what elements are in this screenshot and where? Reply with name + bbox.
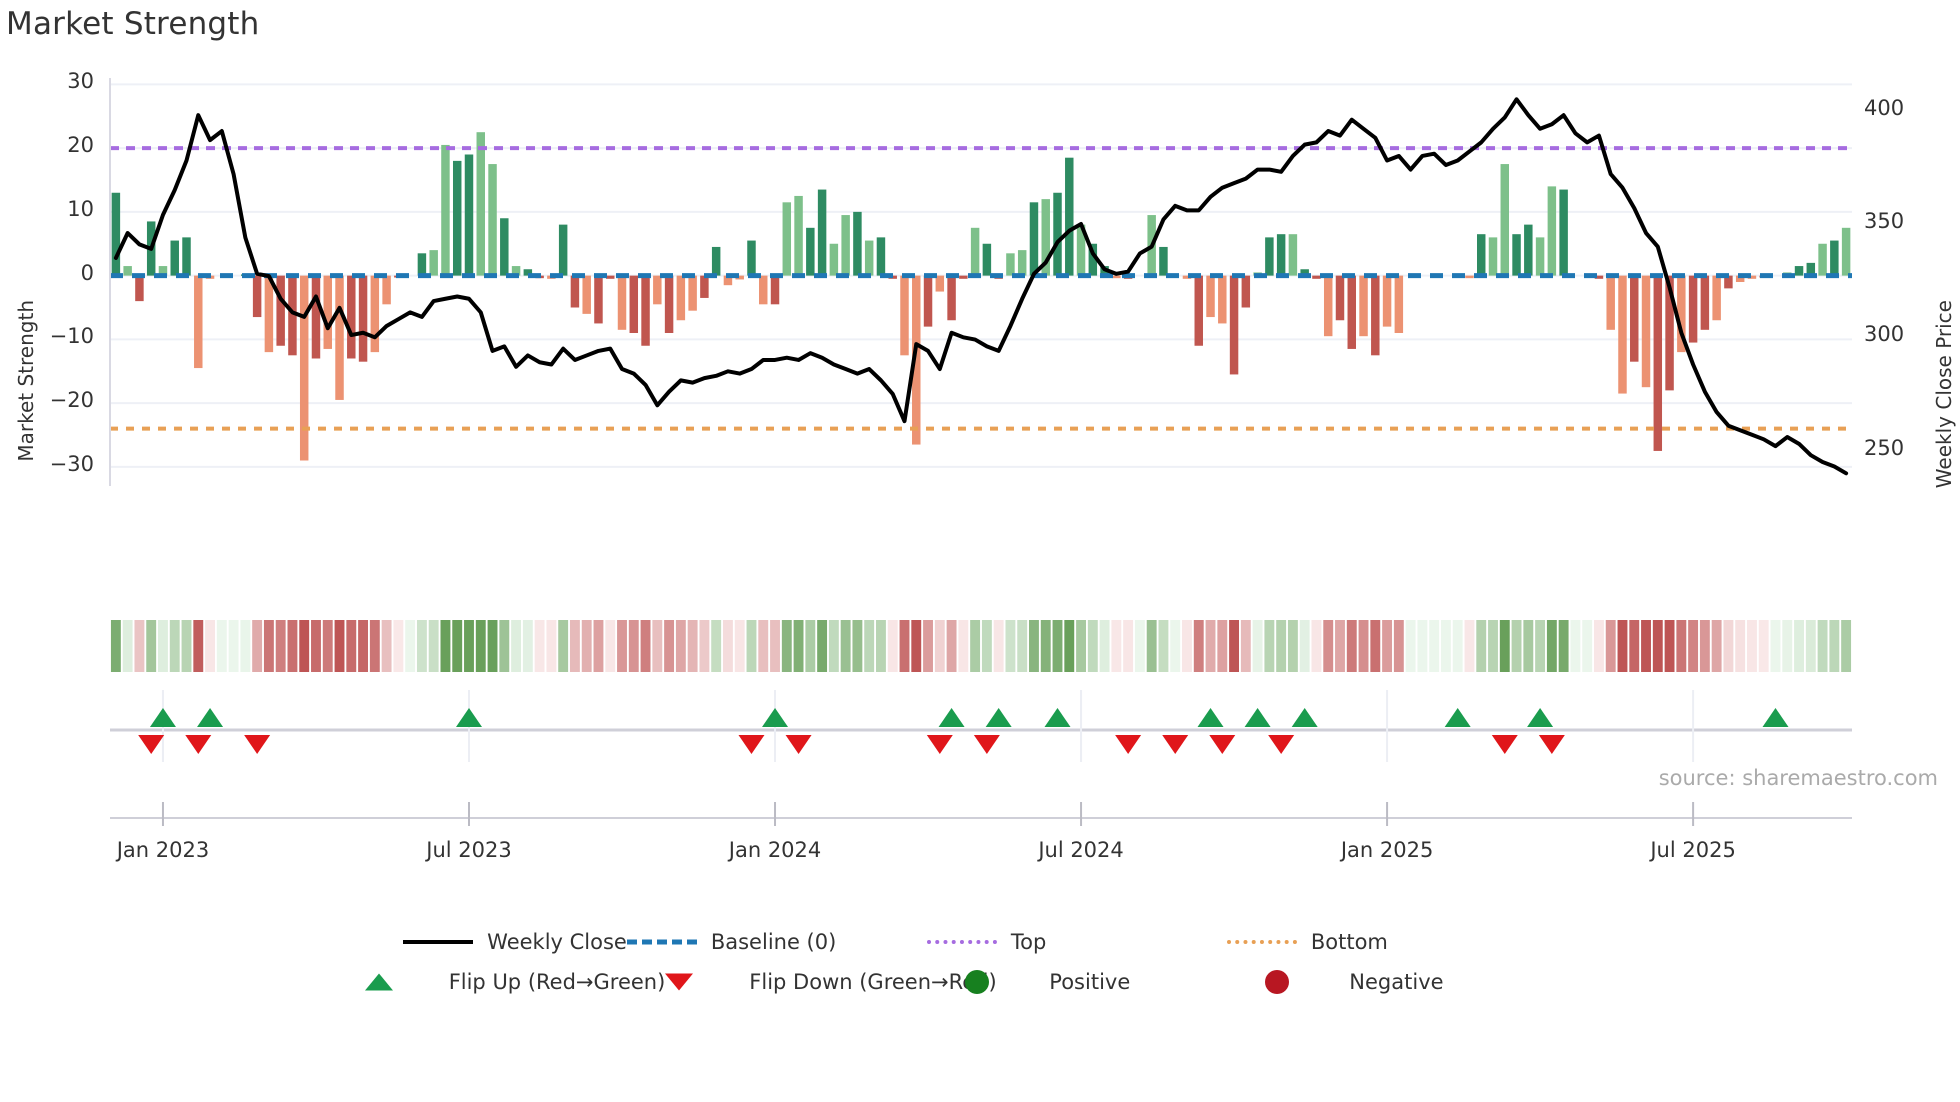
- circle-marker-icon: [965, 970, 1035, 994]
- circle-marker-icon: [1265, 970, 1335, 994]
- x-tick-label: Jul 2024: [1038, 838, 1124, 862]
- dotted-line-swatch-icon: [926, 931, 997, 953]
- triangle-down-icon: [665, 971, 735, 993]
- legend-label: Top: [1010, 930, 1047, 954]
- legend-item-negative[interactable]: Negative: [1265, 970, 1595, 994]
- left-tick-label: −10: [49, 324, 94, 349]
- legend-item-top[interactable]: Top: [926, 930, 1227, 954]
- x-tick-label: Jan 2024: [728, 838, 822, 862]
- legend-item-flip-up-red-green[interactable]: Flip Up (Red→Green): [364, 970, 666, 994]
- left-tick-label: 30: [67, 69, 94, 94]
- legend-item-baseline-0[interactable]: Baseline (0): [626, 930, 927, 954]
- legend-label: Weekly Close: [487, 930, 627, 954]
- left-tick-label: 20: [67, 133, 94, 158]
- right-tick-label: 400: [1864, 95, 1905, 120]
- legend-row: Weekly Close Baseline (0) Top Bottom: [0, 922, 1960, 962]
- x-tick-label: Jan 2025: [1340, 838, 1434, 862]
- right-tick-label: 250: [1864, 435, 1905, 460]
- legend-label: Positive: [1049, 970, 1131, 994]
- left-tick-label: −30: [49, 451, 94, 476]
- legend-item-flip-down-green-red[interactable]: Flip Down (Green→Red): [665, 970, 997, 994]
- left-tick-label: 0: [80, 260, 94, 285]
- x-tick-label: Jul 2023: [426, 838, 512, 862]
- source-credit: source: sharemaestro.com: [1658, 766, 1938, 790]
- legend-label: Flip Down (Green→Red): [749, 970, 997, 994]
- legend-label: Bottom: [1310, 930, 1388, 954]
- dashed-line-swatch-icon: [626, 931, 697, 953]
- triangle-up-icon: [364, 971, 435, 993]
- legend-label: Flip Up (Red→Green): [448, 970, 666, 994]
- legend-row: Flip Up (Red→Green) Flip Down (Green→Red)…: [0, 962, 1960, 1002]
- page-title: Market Strength: [6, 6, 260, 42]
- line-swatch-icon: [403, 931, 474, 953]
- dotted-line-swatch-icon: [1226, 931, 1297, 953]
- right-tick-label: 300: [1864, 322, 1905, 347]
- legend-item-weekly-close[interactable]: Weekly Close: [403, 930, 627, 954]
- chart-legend: Weekly Close Baseline (0) Top Bottom Flip Up…: [0, 922, 1960, 1002]
- legend-label: Negative: [1349, 970, 1444, 994]
- legend-item-positive[interactable]: Positive: [965, 970, 1265, 994]
- legend-label: Baseline (0): [710, 930, 837, 954]
- left-tick-label: 10: [67, 196, 94, 221]
- x-tick-label: Jul 2025: [1650, 838, 1736, 862]
- left-tick-label: −20: [49, 388, 94, 413]
- right-tick-label: 350: [1864, 208, 1905, 233]
- x-tick-label: Jan 2023: [116, 838, 210, 862]
- legend-item-bottom[interactable]: Bottom: [1226, 930, 1557, 954]
